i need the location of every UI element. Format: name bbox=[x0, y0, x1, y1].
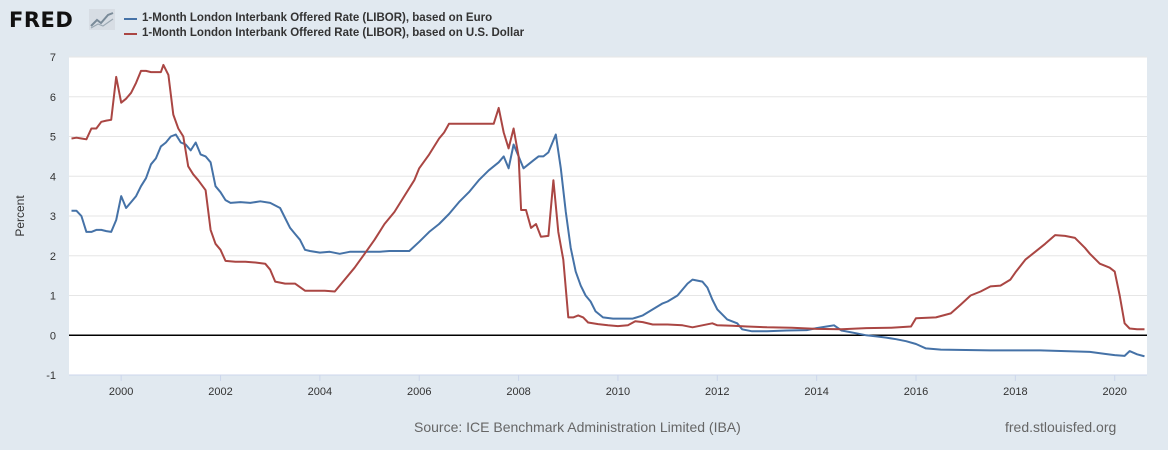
x-tick-label: 2020 bbox=[1102, 386, 1126, 398]
x-tick-label: 2000 bbox=[109, 386, 133, 398]
x-tick-label: 2006 bbox=[407, 386, 431, 398]
source-note: Source: ICE Benchmark Administration Lim… bbox=[414, 419, 741, 435]
x-tick-label: 2012 bbox=[705, 386, 729, 398]
legend-label-usd: 1-Month London Interbank Offered Rate (L… bbox=[142, 27, 525, 39]
series-line-usd bbox=[71, 63, 1145, 331]
y-tick-label: 7 bbox=[50, 52, 56, 64]
x-tick-label: 2010 bbox=[606, 386, 630, 398]
x-tick-label: 2004 bbox=[308, 386, 332, 398]
y-tick-label: 3 bbox=[50, 211, 56, 223]
legend-item-euro[interactable]: 1-Month London Interbank Offered Rate (L… bbox=[124, 11, 524, 26]
series-line-euro bbox=[71, 133, 1145, 358]
x-tick-label: 2002 bbox=[208, 386, 232, 398]
x-tick-label: 2008 bbox=[506, 386, 530, 398]
y-tick-label: 0 bbox=[50, 330, 56, 342]
y-axis-label: Percent bbox=[13, 195, 27, 237]
y-tick-label: 5 bbox=[50, 132, 56, 144]
x-tick-label: 2018 bbox=[1003, 386, 1027, 398]
legend: 1-Month London Interbank Offered Rate (L… bbox=[124, 11, 524, 41]
y-tick-label: 4 bbox=[50, 171, 56, 183]
source-url[interactable]: fred.stlouisfed.org bbox=[1005, 419, 1117, 435]
y-tick-label: 1 bbox=[50, 291, 56, 303]
x-tick-label: 2016 bbox=[904, 386, 928, 398]
legend-swatch-euro bbox=[124, 17, 137, 20]
legend-item-usd[interactable]: 1-Month London Interbank Offered Rate (L… bbox=[124, 26, 524, 41]
x-tick-label: 2014 bbox=[804, 386, 828, 398]
legend-swatch-usd bbox=[124, 32, 137, 35]
legend-label-euro: 1-Month London Interbank Offered Rate (L… bbox=[142, 12, 493, 24]
y-tick-label: 2 bbox=[50, 251, 56, 263]
y-tick-label: 6 bbox=[50, 92, 56, 104]
y-tick-label: -1 bbox=[46, 370, 56, 382]
trend-chart-icon bbox=[89, 9, 115, 30]
plot-area bbox=[69, 57, 1147, 375]
fred-logo: FRED bbox=[9, 8, 74, 32]
